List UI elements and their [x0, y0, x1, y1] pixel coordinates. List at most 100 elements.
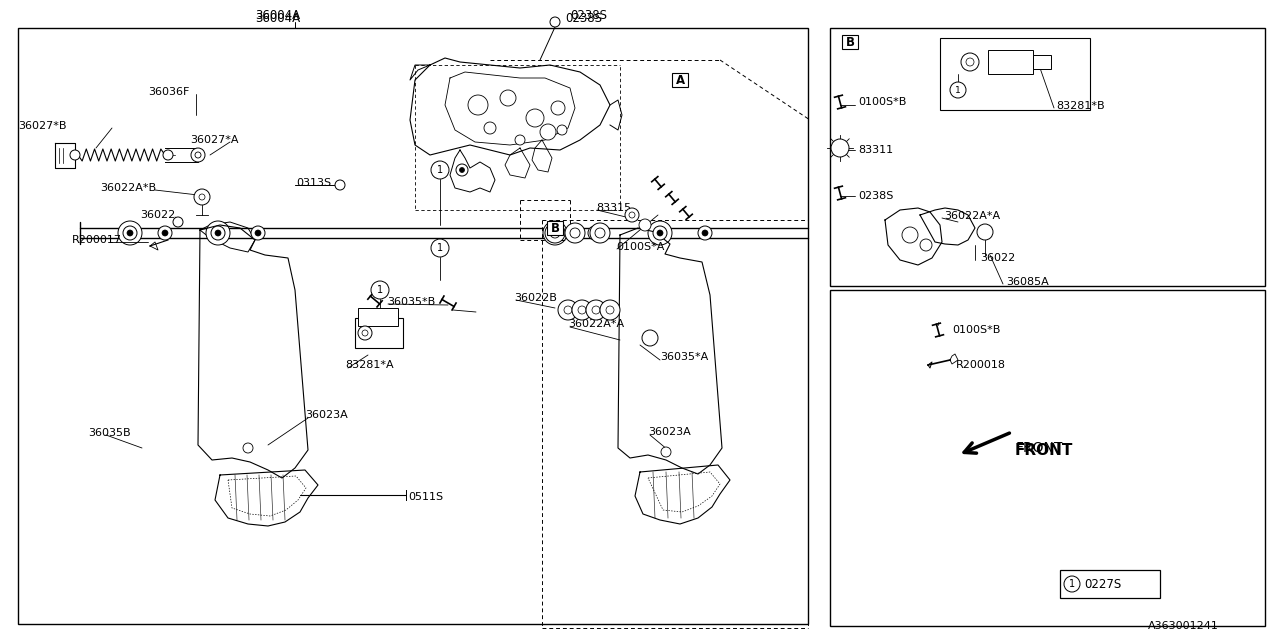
Circle shape	[564, 306, 572, 314]
Circle shape	[173, 217, 183, 227]
Text: 83281*A: 83281*A	[346, 360, 394, 370]
Text: A: A	[676, 74, 685, 86]
Text: 0100S*A: 0100S*A	[616, 242, 664, 252]
Text: 0238S: 0238S	[564, 12, 602, 24]
Text: 36004A: 36004A	[255, 8, 300, 22]
Circle shape	[157, 226, 172, 240]
Text: 1: 1	[376, 285, 383, 295]
Circle shape	[243, 443, 253, 453]
Circle shape	[206, 221, 230, 245]
Circle shape	[543, 221, 567, 245]
Text: 0238S: 0238S	[858, 191, 893, 201]
Circle shape	[625, 208, 639, 222]
Text: 1: 1	[955, 86, 961, 95]
Circle shape	[558, 300, 579, 320]
Circle shape	[550, 228, 561, 238]
Circle shape	[552, 230, 558, 236]
Circle shape	[362, 330, 369, 336]
Circle shape	[660, 447, 671, 457]
Circle shape	[966, 58, 974, 66]
FancyBboxPatch shape	[547, 221, 563, 235]
Text: 0100S*B: 0100S*B	[858, 97, 906, 107]
Circle shape	[550, 101, 564, 115]
Text: R200018: R200018	[956, 360, 1006, 370]
Circle shape	[255, 230, 261, 236]
Circle shape	[902, 227, 918, 243]
Circle shape	[579, 306, 586, 314]
Text: FRONT: FRONT	[1015, 442, 1074, 458]
Circle shape	[600, 300, 620, 320]
Circle shape	[648, 221, 672, 245]
Circle shape	[1064, 576, 1080, 592]
Circle shape	[977, 224, 993, 240]
Circle shape	[195, 152, 201, 158]
Circle shape	[468, 95, 488, 115]
Circle shape	[335, 180, 346, 190]
Text: 36035*A: 36035*A	[660, 352, 708, 362]
Circle shape	[588, 226, 602, 240]
Circle shape	[127, 230, 133, 236]
Text: 0100S*B: 0100S*B	[952, 325, 1001, 335]
Circle shape	[591, 230, 598, 236]
Circle shape	[590, 223, 611, 243]
Circle shape	[123, 226, 137, 240]
Text: 36027*A: 36027*A	[189, 135, 238, 145]
Circle shape	[515, 135, 525, 145]
Circle shape	[526, 109, 544, 127]
Text: B: B	[846, 35, 855, 49]
Circle shape	[654, 227, 666, 239]
FancyBboxPatch shape	[358, 308, 398, 326]
Text: R200017: R200017	[72, 235, 122, 245]
Text: 1: 1	[436, 243, 443, 253]
Circle shape	[163, 150, 173, 160]
Text: 36022A*A: 36022A*A	[945, 211, 1000, 221]
Circle shape	[70, 150, 81, 160]
Circle shape	[557, 125, 567, 135]
Text: 36022B: 36022B	[515, 293, 557, 303]
Circle shape	[550, 17, 561, 27]
Circle shape	[950, 82, 966, 98]
Circle shape	[570, 228, 580, 238]
Text: 36022: 36022	[140, 210, 175, 220]
Circle shape	[118, 221, 142, 245]
Circle shape	[211, 226, 225, 240]
FancyBboxPatch shape	[355, 318, 403, 348]
Text: FRONT: FRONT	[1016, 441, 1064, 455]
Circle shape	[358, 326, 372, 340]
Circle shape	[961, 53, 979, 71]
Circle shape	[212, 227, 224, 239]
Text: 36085A: 36085A	[1006, 277, 1048, 287]
Circle shape	[540, 124, 556, 140]
Text: 0227S: 0227S	[1084, 577, 1121, 591]
Circle shape	[628, 212, 635, 218]
Text: 36023A: 36023A	[305, 410, 348, 420]
Circle shape	[456, 164, 468, 176]
Circle shape	[251, 226, 265, 240]
Circle shape	[460, 168, 465, 173]
Text: 36023A: 36023A	[648, 427, 691, 437]
Text: 0511S: 0511S	[408, 492, 443, 502]
Text: 83315: 83315	[596, 203, 631, 213]
Circle shape	[586, 300, 605, 320]
Text: 83311: 83311	[858, 145, 893, 155]
Text: 36004A: 36004A	[255, 12, 300, 24]
Text: 83281*B: 83281*B	[1056, 101, 1105, 111]
Circle shape	[657, 230, 663, 236]
Circle shape	[643, 330, 658, 346]
Circle shape	[191, 148, 205, 162]
Circle shape	[605, 306, 614, 314]
Circle shape	[593, 306, 600, 314]
Circle shape	[198, 194, 205, 200]
Text: 36022: 36022	[980, 253, 1015, 263]
Circle shape	[431, 239, 449, 257]
Text: 0313S: 0313S	[296, 178, 332, 188]
Circle shape	[831, 139, 849, 157]
Circle shape	[500, 90, 516, 106]
Circle shape	[653, 226, 667, 240]
Circle shape	[595, 228, 605, 238]
Circle shape	[431, 161, 449, 179]
Circle shape	[548, 226, 562, 240]
Circle shape	[549, 227, 561, 239]
Text: 0238S: 0238S	[570, 8, 607, 22]
Circle shape	[163, 230, 168, 236]
